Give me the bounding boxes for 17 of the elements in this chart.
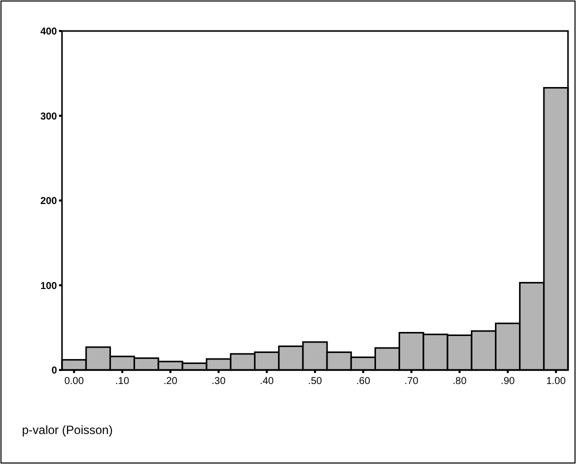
y-tick-label: 100 bbox=[40, 280, 58, 292]
y-tick-label: 300 bbox=[40, 111, 58, 122]
y-tick-label: 200 bbox=[40, 196, 58, 207]
x-tick-label: 0.00 bbox=[64, 376, 84, 387]
x-tick-label: .10 bbox=[115, 376, 130, 387]
y-tick-label: 400 bbox=[40, 26, 58, 38]
x-tick-label: .60 bbox=[356, 376, 371, 387]
x-tick-label: .80 bbox=[452, 376, 467, 387]
x-tick-label: .20 bbox=[163, 376, 178, 387]
x-tick-label: .30 bbox=[212, 376, 226, 387]
x-tick-label: .70 bbox=[404, 376, 419, 387]
y-tick-label: 0 bbox=[51, 366, 58, 376]
x-axis-title: p-valor (Poisson) bbox=[22, 423, 113, 437]
x-tick-label: .90 bbox=[500, 376, 516, 387]
x-tick-label: .50 bbox=[308, 376, 322, 387]
x-tick-label: 1.00 bbox=[546, 376, 566, 387]
x-tick-label: .40 bbox=[260, 376, 274, 387]
